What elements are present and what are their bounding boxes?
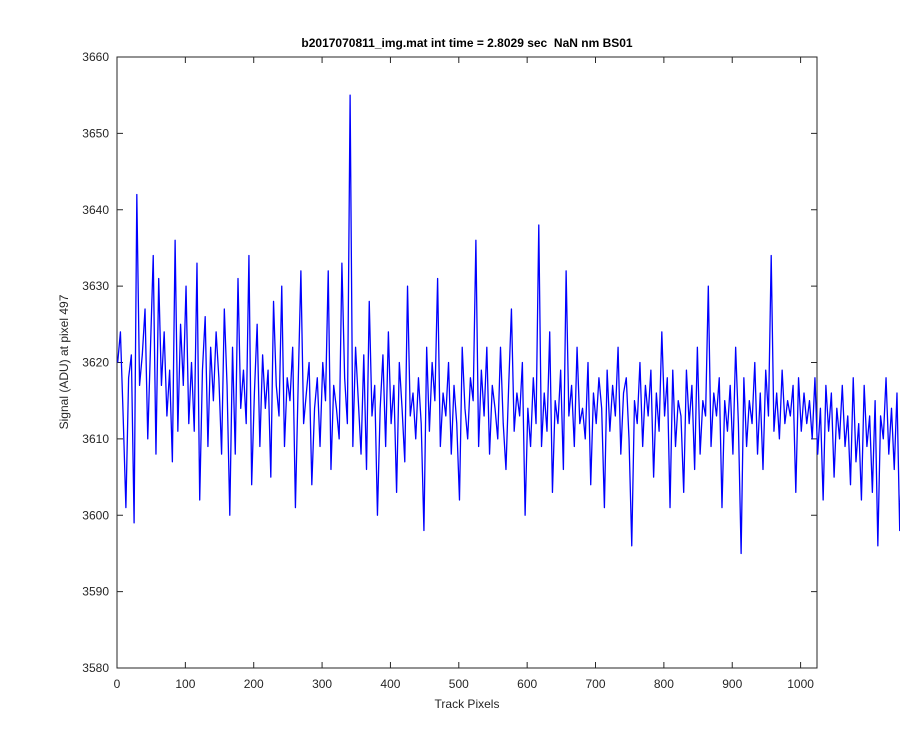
- y-tick-label: 3620: [82, 356, 109, 370]
- x-tick-label: 200: [244, 677, 264, 691]
- x-tick-label: 700: [586, 677, 606, 691]
- x-tick-label: 900: [722, 677, 742, 691]
- x-tick-label: 800: [654, 677, 674, 691]
- signal-series-line: [117, 94, 900, 555]
- x-axis-label: Track Pixels: [434, 697, 500, 711]
- y-tick-label: 3640: [82, 203, 109, 217]
- y-tick-label: 3590: [82, 585, 109, 599]
- y-tick-label: 3650: [82, 126, 109, 140]
- x-tick-label: 400: [380, 677, 400, 691]
- axis-ticks: 0 100 200 300 400 500 600 700 800 900 1000 3580 3590…: [82, 50, 817, 691]
- y-tick-label: 3660: [82, 50, 109, 64]
- x-tick-label: 1000: [787, 677, 814, 691]
- x-tick-label: 0: [114, 677, 121, 691]
- y-tick-label: 3580: [82, 661, 109, 675]
- x-tick-label: 100: [175, 677, 195, 691]
- series-line-group: [117, 94, 900, 555]
- y-tick-label: 3600: [82, 508, 109, 522]
- x-tick-label: 500: [449, 677, 469, 691]
- x-tick-label: 300: [312, 677, 332, 691]
- y-tick-label: 3610: [82, 432, 109, 446]
- axes-box: [116, 56, 818, 669]
- y-tick-label: 3630: [82, 279, 109, 293]
- x-tick-label: 600: [517, 677, 537, 691]
- chart-title: b2017070811_img.mat int time = 2.8029 se…: [301, 36, 633, 50]
- y-axis-label: Signal (ADU) at pixel 497: [57, 294, 71, 430]
